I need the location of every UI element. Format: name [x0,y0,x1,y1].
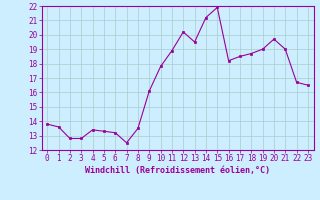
X-axis label: Windchill (Refroidissement éolien,°C): Windchill (Refroidissement éolien,°C) [85,166,270,175]
